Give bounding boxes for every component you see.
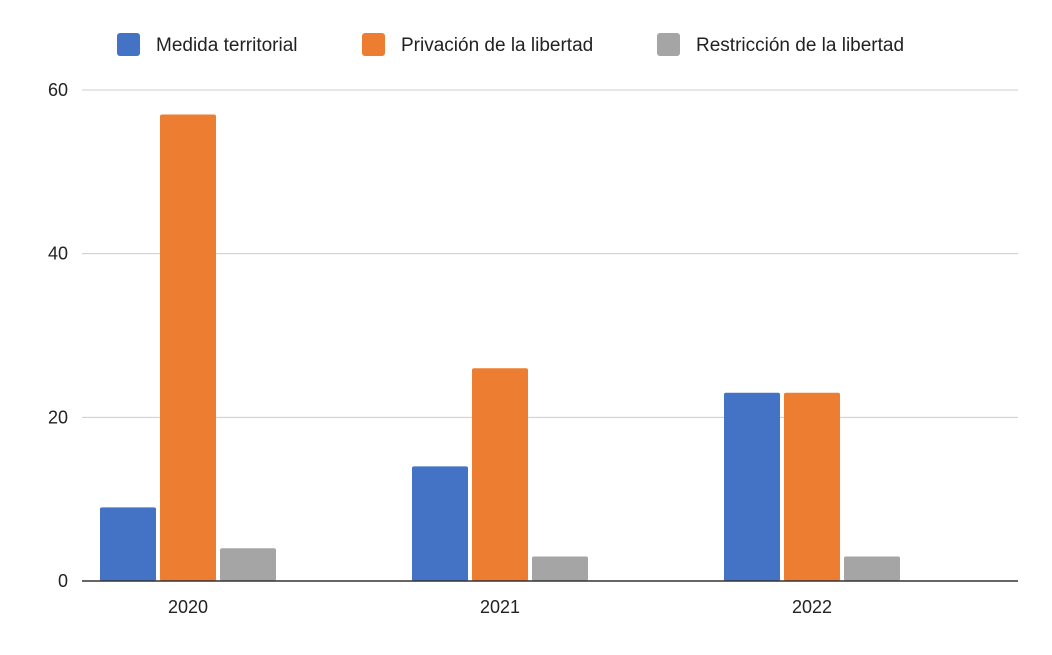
y-tick-label: 40 bbox=[48, 244, 68, 264]
bar-2022-0 bbox=[724, 392, 780, 581]
legend-swatch bbox=[117, 33, 140, 56]
bar-2020-2 bbox=[220, 548, 276, 581]
x-tick-label: 2022 bbox=[792, 597, 832, 617]
legend-swatch bbox=[657, 33, 680, 56]
y-tick-label: 60 bbox=[48, 80, 68, 100]
gridlines bbox=[82, 89, 1018, 418]
bar-2021-1 bbox=[472, 368, 528, 581]
legend-label: Restricción de la libertad bbox=[696, 35, 904, 56]
x-tick-label: 2020 bbox=[168, 597, 208, 617]
bar-2020-1 bbox=[160, 114, 216, 582]
bars bbox=[100, 114, 900, 582]
x-axis-ticks: 2020 2021 2022 bbox=[168, 597, 832, 617]
bar-2022-2 bbox=[844, 556, 900, 581]
bar-2022-1 bbox=[784, 392, 840, 581]
y-axis-ticks: 0 20 40 60 bbox=[48, 80, 68, 591]
bar-2020-0 bbox=[100, 507, 156, 581]
y-tick-label: 0 bbox=[58, 571, 68, 591]
legend-swatch bbox=[362, 33, 385, 56]
legend: Medida territorial Privación de la libert… bbox=[117, 33, 904, 56]
legend-label: Medida territorial bbox=[156, 35, 298, 56]
bar-2021-0 bbox=[412, 466, 468, 581]
legend-label: Privación de la libertad bbox=[401, 35, 593, 56]
x-tick-label: 2021 bbox=[480, 597, 520, 617]
y-tick-label: 20 bbox=[48, 407, 68, 427]
bar-2021-2 bbox=[532, 556, 588, 581]
